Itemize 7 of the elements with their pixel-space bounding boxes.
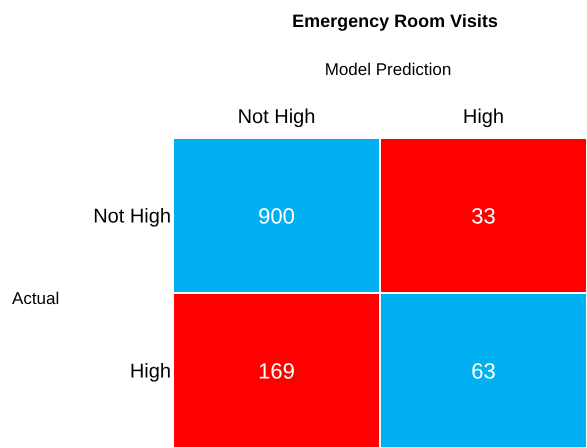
data-label: 33 [471,204,496,228]
data-label: 169 [258,358,295,384]
x-axis-title: Model Prediction [324,60,452,79]
chart-title: Emergency Room Visits [292,11,498,31]
data-label: 900 [258,204,295,228]
data-label: 63 [471,358,496,384]
y-axis-title: Actual [12,289,60,308]
